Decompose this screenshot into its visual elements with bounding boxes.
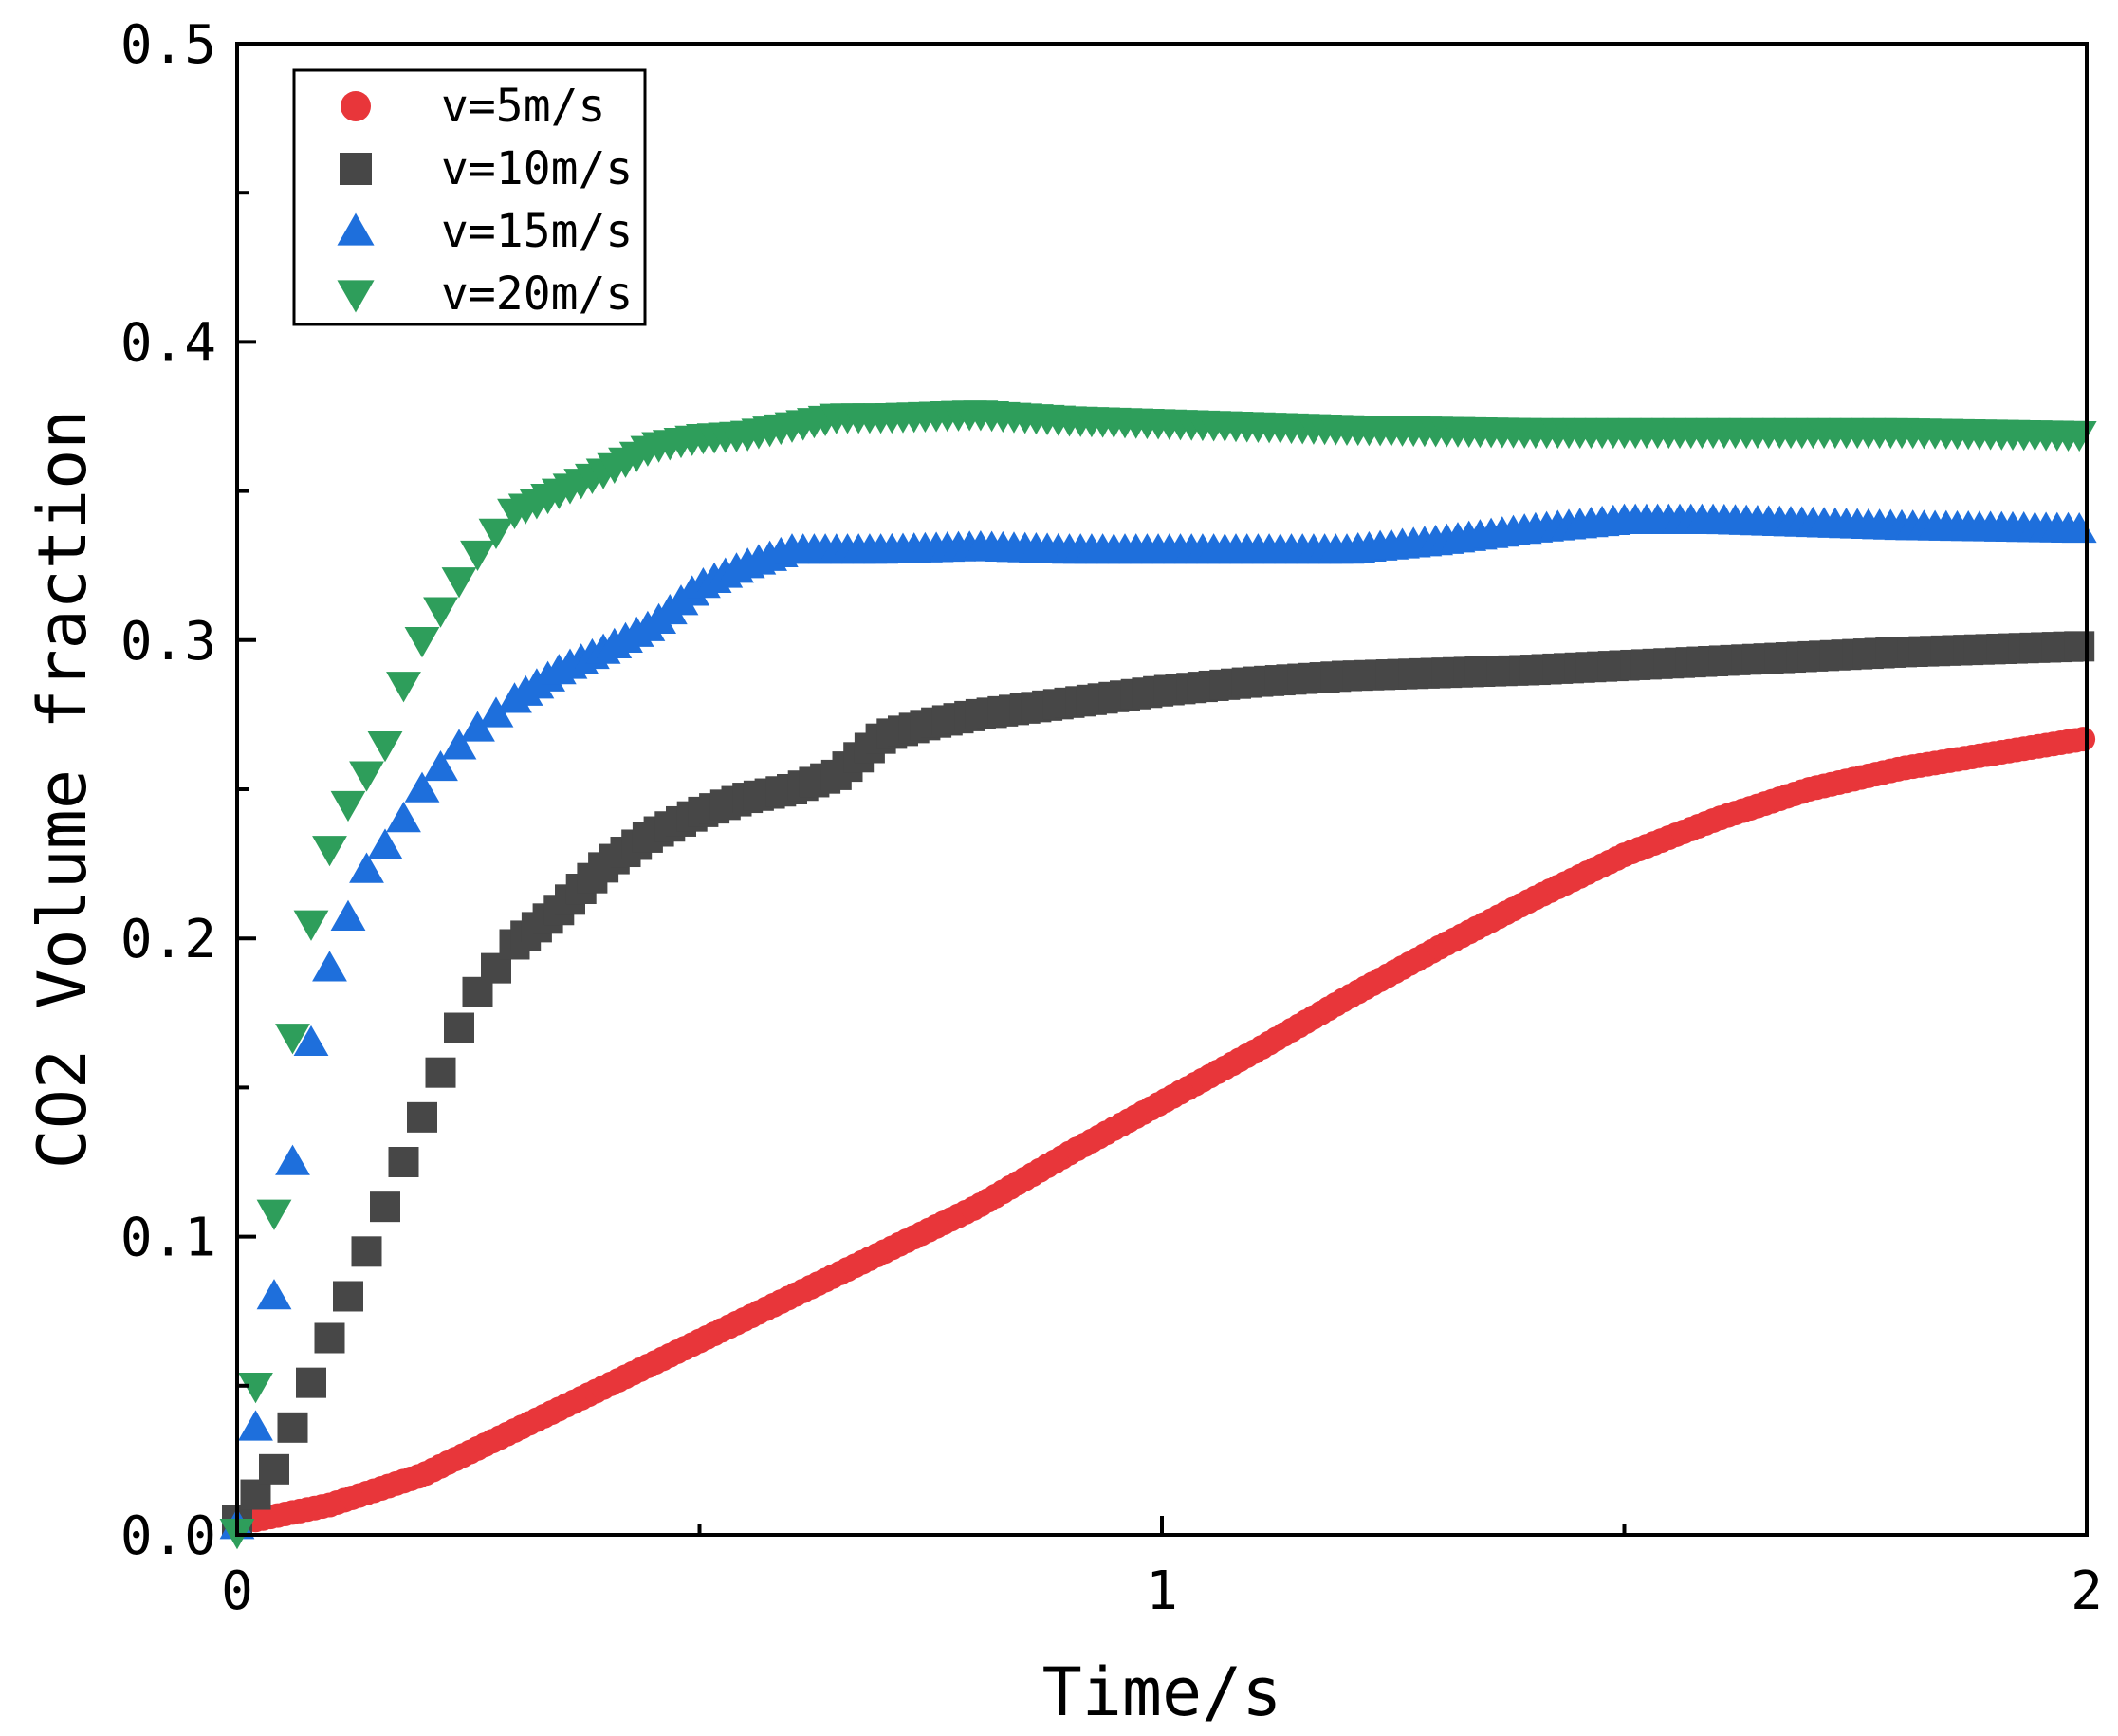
x-tick-label: 2 [2071,1561,2103,1622]
data-point [388,1147,419,1177]
data-point [386,802,421,833]
data-point [478,518,514,549]
y-tick-label: 0.0 [120,1505,216,1567]
data-point [275,1024,310,1055]
legend-marker [337,280,375,313]
data-point [238,1410,273,1441]
data-point [423,597,458,628]
data-point [367,731,403,763]
legend-label: v=5m/s [441,80,605,133]
y-tick-label: 0.5 [120,14,216,76]
data-point [444,1012,474,1043]
data-point [404,771,440,803]
data-point [256,1199,292,1230]
series-2 [222,631,2095,1536]
data-point [351,1236,382,1267]
data-point [478,696,514,728]
data-point [330,899,366,931]
y-tick-label: 0.2 [120,909,216,970]
y-tick-label: 0.4 [120,312,216,374]
data-point [312,951,347,982]
data-point [330,790,366,822]
data-point [407,1101,437,1133]
legend-label: v=20m/s [441,268,633,321]
legend-label: v=10m/s [441,142,633,195]
x-axis-title: Time/s [1042,1653,1282,1731]
data-point [370,1191,400,1223]
data-point [314,1322,345,1354]
data-point [367,828,403,859]
y-tick-label: 0.3 [120,611,216,673]
legend-marker [341,91,371,121]
data-point [293,910,329,941]
data-point [2071,727,2096,752]
data-point [441,729,477,760]
legend-marker [340,153,372,185]
y-tick-label: 0.1 [120,1208,216,1269]
series-markers [219,400,2097,1550]
data-point [238,1373,273,1404]
data-point [259,1453,289,1485]
legend-item: v=5m/s [341,80,605,133]
data-point [349,852,384,883]
legend: v=5m/s v=10m/s v=15m/s v=20m/s [292,68,647,326]
data-point [256,1279,292,1310]
data-point [386,672,421,703]
series-1 [243,727,2096,1533]
data-point [293,1025,329,1057]
x-tick-label: 0 [221,1561,253,1622]
tick-labels: 0 1 2 0.0 0.1 0.2 0.3 0.4 0.5 [120,14,2103,1622]
data-point [275,1144,310,1175]
data-point [277,1412,308,1443]
data-point [240,1479,271,1510]
series-3 [219,503,2097,1540]
legend-label: v=15m/s [441,205,633,258]
axis-ticks [235,42,2089,1537]
data-point [2064,631,2095,662]
series-4 [219,400,2097,1550]
data-point [441,567,477,599]
data-point [460,711,495,742]
data-point [423,749,458,782]
legend-marker [337,212,375,246]
legend-item: v=20m/s [337,268,633,321]
data-point [460,540,495,572]
data-point [312,836,347,867]
legend-item: v=10m/s [340,142,633,195]
data-point [333,1281,363,1312]
x-tick-label: 1 [1146,1561,1178,1622]
legend-item: v=15m/s [337,205,633,258]
data-point [349,761,384,792]
y-axis-title: CO2 Volume fraction [24,410,101,1170]
data-point [404,627,440,658]
data-point [425,1057,456,1088]
data-point [296,1367,326,1398]
